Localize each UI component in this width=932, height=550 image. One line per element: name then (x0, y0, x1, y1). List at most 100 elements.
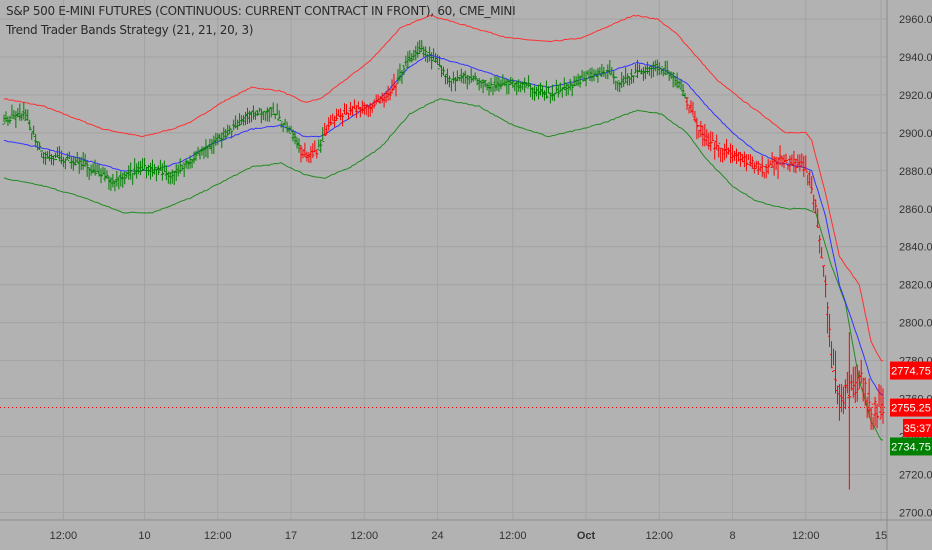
price-bar (85, 160, 89, 177)
price-bar (792, 150, 796, 173)
price-bar (370, 103, 374, 113)
price-bar (20, 111, 24, 121)
price-bar (560, 87, 564, 98)
price-bar (590, 67, 594, 82)
price-bar (857, 370, 861, 389)
price-bar (513, 82, 517, 92)
price-bar (99, 168, 103, 184)
price-bar (566, 83, 570, 96)
symbol-title[interactable]: S&P 500 E-MINI FUTURES (CONTINUOUS: CURR… (6, 4, 516, 18)
price-bar (115, 170, 119, 187)
price-bar (186, 160, 190, 170)
price-bar (511, 78, 515, 88)
price-bar (735, 148, 738, 165)
price-bar (295, 137, 299, 149)
price-bar (802, 155, 806, 178)
price-bar (307, 152, 311, 163)
price-bar (455, 70, 459, 82)
price-bar (554, 79, 558, 95)
price-bar (574, 76, 578, 86)
price-bar (766, 159, 770, 175)
price-bar (400, 69, 404, 84)
price-bar (232, 119, 236, 130)
price-bar (491, 83, 495, 96)
price-bar (103, 167, 107, 182)
price-bar (881, 388, 885, 424)
y-tick-label: 2860.00 (899, 204, 932, 216)
price-bar (600, 63, 604, 77)
price-bar (752, 162, 756, 174)
price-bar (368, 102, 372, 117)
price-bar (481, 79, 485, 94)
price-bar (374, 94, 378, 105)
price-bar (426, 51, 430, 63)
price-bar (639, 68, 643, 75)
price-bar (715, 134, 719, 150)
price-bar (198, 149, 202, 160)
price-bar (780, 155, 784, 167)
price-bar (843, 379, 847, 410)
price-bar (81, 151, 85, 170)
price-bar (707, 132, 711, 150)
price-bar (562, 77, 566, 91)
price-bar (647, 66, 651, 76)
price-bar (263, 110, 267, 121)
price-bar (249, 110, 253, 123)
price-bar (420, 40, 424, 53)
price-bar (301, 149, 305, 159)
price-bar (133, 158, 137, 176)
price-bar (12, 109, 16, 119)
price-bar (182, 162, 186, 178)
price-bar (281, 122, 285, 133)
price-bar (622, 75, 626, 87)
price-bar (396, 69, 400, 84)
price-bar (594, 69, 598, 78)
price-bar (727, 147, 731, 155)
price-bar (610, 67, 614, 76)
price-bar (380, 92, 384, 104)
price-bar (499, 79, 503, 90)
price-bar (95, 164, 99, 175)
price-bar (495, 76, 499, 91)
price-bar (271, 102, 275, 115)
y-tick-label: 2720.00 (899, 469, 932, 481)
price-bar (832, 348, 836, 373)
price-bar (414, 45, 418, 61)
price-bar (200, 146, 204, 156)
price-bar (149, 162, 152, 180)
price-bar (22, 102, 26, 120)
price-bar (774, 156, 778, 170)
y-tick-label: 2900.00 (899, 128, 932, 140)
price-bar (839, 383, 843, 413)
price-bar (776, 157, 780, 179)
price-bar (459, 68, 463, 83)
price-bar (865, 393, 869, 419)
price-bar (89, 164, 93, 176)
price-bar (719, 147, 723, 163)
price-bar (255, 110, 259, 116)
price-bar (440, 65, 444, 78)
price-bar (723, 143, 727, 161)
price-bar (659, 66, 663, 75)
price-bar (469, 68, 473, 83)
price-bar (877, 384, 881, 418)
price-bar (335, 108, 339, 122)
price-bar (548, 92, 552, 104)
price-bar (143, 157, 147, 171)
price-bar (410, 53, 414, 63)
x-tick-label: 12:00 (792, 530, 820, 542)
price-bar (740, 154, 744, 163)
price-bar (156, 165, 160, 175)
price-bar (653, 60, 657, 72)
price-bar (91, 163, 95, 174)
price-bar (386, 85, 390, 101)
price-bar (537, 84, 541, 100)
study-legend[interactable]: Trend Trader Bands Strategy (21, 21, 20,… (6, 23, 254, 37)
price-bar (289, 125, 293, 134)
price-bar (382, 93, 386, 108)
price-bar (16, 107, 20, 118)
price-bar (398, 63, 402, 82)
x-tick-label: 24 (431, 530, 443, 542)
